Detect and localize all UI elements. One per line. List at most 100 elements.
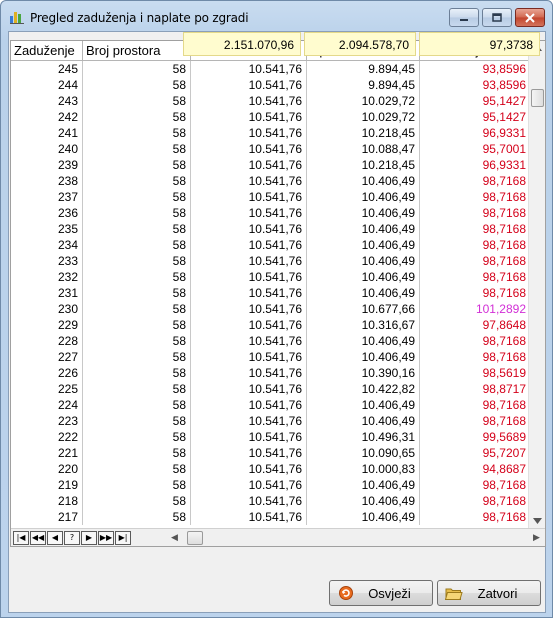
table-row[interactable]: 241 58 10.541,76 10.218,45 96,9331 [11, 125, 530, 141]
cell-realizacija: 95,1427 [482, 110, 526, 124]
cell-zaduzenje: 231 [11, 285, 83, 301]
refresh-icon [339, 586, 353, 600]
table-row[interactable]: 244 58 10.541,76 9.894,45 93,8596 [11, 77, 530, 93]
table-row[interactable]: 219 58 10.541,76 10.406,49 98,7168 [11, 477, 530, 493]
scroll-down-icon[interactable] [533, 518, 542, 524]
data-grid[interactable]: Zaduženje Broj prostora Zaduženi iznos U… [10, 40, 546, 547]
cell-zaduzeni-iznos: 10.541,76 [191, 173, 307, 189]
cell-zaduzeni-iznos: 10.541,76 [191, 61, 307, 77]
minimize-button[interactable] [449, 8, 479, 27]
table-row[interactable]: 237 58 10.541,76 10.406,49 98,7168 [11, 189, 530, 205]
cell-uplaceni-iznos: 10.390,16 [307, 365, 420, 381]
vertical-scrollbar[interactable] [528, 41, 545, 528]
cell-zaduzenje: 219 [11, 477, 83, 493]
cell-zaduzenje: 227 [11, 349, 83, 365]
refresh-button[interactable]: Osvježi [329, 580, 433, 606]
table-row[interactable]: 233 58 10.541,76 10.406,49 98,7168 [11, 253, 530, 269]
table-row[interactable]: 223 58 10.541,76 10.406,49 98,7168 [11, 413, 530, 429]
table-row[interactable]: 226 58 10.541,76 10.390,16 98,5619 [11, 365, 530, 381]
cell-zaduzenje: 242 [11, 109, 83, 125]
table-row[interactable]: 236 58 10.541,76 10.406,49 98,7168 [11, 205, 530, 221]
cell-zaduzenje: 234 [11, 237, 83, 253]
cell-zaduzenje: 236 [11, 205, 83, 221]
title-bar[interactable]: Pregled zaduženja i naplate po zgradi [1, 1, 552, 31]
table-row[interactable]: 218 58 10.541,76 10.406,49 98,7168 [11, 493, 530, 509]
table-row[interactable]: 220 58 10.541,76 10.000,83 94,8687 [11, 461, 530, 477]
table-row[interactable]: 217 58 10.541,76 10.406,49 98,7168 [11, 509, 530, 525]
table-row[interactable]: 240 58 10.541,76 10.088,47 95,7001 [11, 141, 530, 157]
cell-uplaceni-iznos: 10.218,45 [307, 157, 420, 173]
cell-uplaceni-iznos: 10.496,31 [307, 429, 420, 445]
table-row[interactable]: 231 58 10.541,76 10.406,49 98,7168 [11, 285, 530, 301]
cell-uplaceni-iznos: 10.406,49 [307, 333, 420, 349]
table-row[interactable]: 232 58 10.541,76 10.406,49 98,7168 [11, 269, 530, 285]
table-row[interactable]: 239 58 10.541,76 10.218,45 96,9331 [11, 157, 530, 173]
scroll-right-icon[interactable]: ▶ [533, 532, 540, 542]
cell-realizacija: 94,8687 [482, 462, 526, 476]
cell-broj-prostora: 58 [83, 477, 191, 493]
table-row[interactable]: 245 58 10.541,76 9.894,45 93,8596 [11, 61, 530, 77]
table-row[interactable]: 222 58 10.541,76 10.496,31 99,5689 [11, 429, 530, 445]
table-row[interactable]: 227 58 10.541,76 10.406,49 98,7168 [11, 349, 530, 365]
help-icon[interactable]: ? [64, 531, 80, 545]
cell-realizacija: 98,7168 [482, 494, 526, 508]
scroll-left-icon[interactable]: ◀ [171, 532, 178, 542]
cell-zaduzenje: 222 [11, 429, 83, 445]
minimize-icon [460, 18, 468, 21]
table-row[interactable]: 229 58 10.541,76 10.316,67 97,8648 [11, 317, 530, 333]
table-row[interactable]: 243 58 10.541,76 10.029,72 95,1427 [11, 93, 530, 109]
total-zaduzeni-iznos: 2.151.070,96 [183, 32, 301, 56]
cell-uplaceni-iznos: 9.894,45 [307, 61, 420, 77]
cell-zaduzeni-iznos: 10.541,76 [191, 237, 307, 253]
prev-record-icon[interactable]: ◀ [47, 531, 63, 545]
maximize-button[interactable] [482, 8, 512, 27]
table-row[interactable]: 242 58 10.541,76 10.029,72 95,1427 [11, 109, 530, 125]
grid-rows: 245 58 10.541,76 9.894,45 93,8596 244 58 10.541… [11, 61, 530, 525]
cell-zaduzeni-iznos: 10.541,76 [191, 141, 307, 157]
cell-broj-prostora: 58 [83, 413, 191, 429]
cell-zaduzenje: 241 [11, 125, 83, 141]
cell-realizacija: 99,5689 [482, 430, 526, 444]
table-row[interactable]: 224 58 10.541,76 10.406,49 98,7168 [11, 397, 530, 413]
cell-zaduzeni-iznos: 10.541,76 [191, 285, 307, 301]
cell-broj-prostora: 58 [83, 381, 191, 397]
column-header-broj-prostora[interactable]: Broj prostora [83, 41, 191, 61]
table-row[interactable]: 228 58 10.541,76 10.406,49 98,7168 [11, 333, 530, 349]
cell-realizacija: 93,8596 [482, 62, 526, 76]
cell-broj-prostora: 58 [83, 221, 191, 237]
cell-broj-prostora: 58 [83, 301, 191, 317]
next-record-icon[interactable]: ▶ [81, 531, 97, 545]
cell-realizacija: 98,7168 [482, 206, 526, 220]
table-row[interactable]: 230 58 10.541,76 10.677,66 101,2892 [11, 301, 530, 317]
table-row[interactable]: 221 58 10.541,76 10.090,65 95,7207 [11, 445, 530, 461]
cell-broj-prostora: 58 [83, 509, 191, 525]
cell-broj-prostora: 58 [83, 205, 191, 221]
cell-uplaceni-iznos: 10.406,49 [307, 413, 420, 429]
cell-zaduzenje: 238 [11, 173, 83, 189]
table-row[interactable]: 234 58 10.541,76 10.406,49 98,7168 [11, 237, 530, 253]
cell-uplaceni-iznos: 10.406,49 [307, 509, 420, 525]
cell-zaduzeni-iznos: 10.541,76 [191, 317, 307, 333]
table-row[interactable]: 235 58 10.541,76 10.406,49 98,7168 [11, 221, 530, 237]
close-dialog-button[interactable]: Zatvori [437, 580, 541, 606]
last-record-icon[interactable]: ▶| [115, 531, 131, 545]
table-row[interactable]: 238 58 10.541,76 10.406,49 98,7168 [11, 173, 530, 189]
horizontal-scroll-thumb[interactable] [187, 531, 203, 545]
cell-uplaceni-iznos: 10.406,49 [307, 477, 420, 493]
cell-zaduzeni-iznos: 10.541,76 [191, 125, 307, 141]
first-record-icon[interactable]: |◀ [13, 531, 29, 545]
next-page-icon[interactable]: ▶▶ [98, 531, 114, 545]
prev-page-icon[interactable]: ◀◀ [30, 531, 46, 545]
cell-uplaceni-iznos: 10.406,49 [307, 397, 420, 413]
cell-realizacija: 95,7207 [482, 446, 526, 460]
cell-zaduzenje: 220 [11, 461, 83, 477]
close-button[interactable] [515, 8, 545, 27]
table-row[interactable]: 225 58 10.541,76 10.422,82 98,8717 [11, 381, 530, 397]
column-header-zaduzenje[interactable]: Zaduženje [11, 41, 83, 61]
cell-broj-prostora: 58 [83, 365, 191, 381]
chart-app-icon [10, 12, 24, 24]
cell-realizacija: 96,9331 [482, 126, 526, 140]
vertical-scroll-thumb[interactable] [531, 89, 544, 107]
cell-broj-prostora: 58 [83, 237, 191, 253]
